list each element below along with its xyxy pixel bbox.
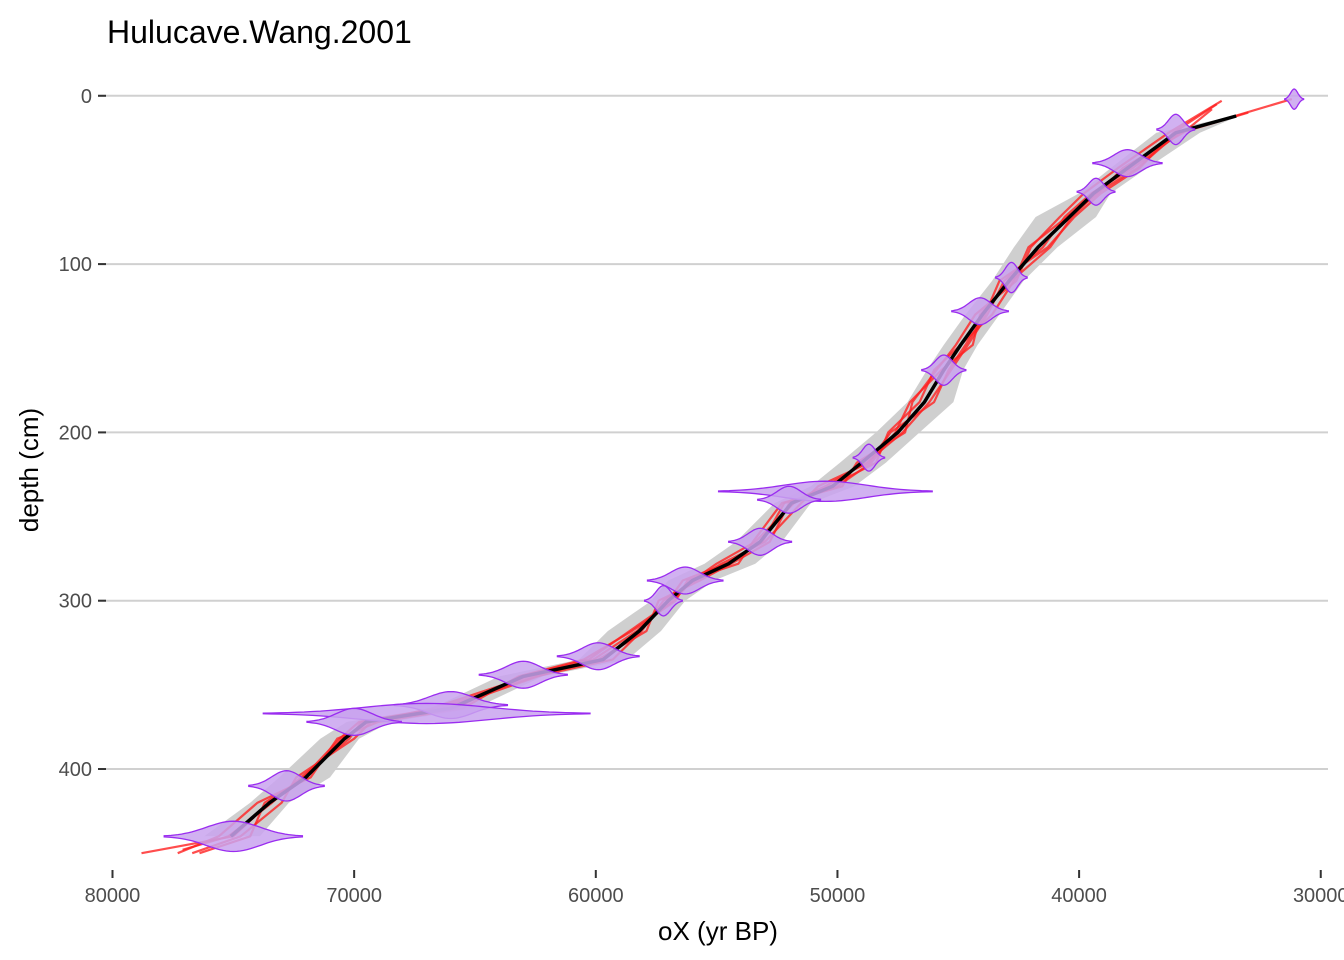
y-axis-title: depth (cm) [14, 408, 44, 532]
x-tick-label: 30000 [1293, 885, 1344, 907]
y-tick-label: 200 [59, 422, 92, 444]
y-tick-label: 400 [59, 759, 92, 781]
x-axis-title: oX (yr BP) [658, 916, 778, 946]
x-tick-label: 80000 [85, 885, 141, 907]
x-tick-label: 60000 [568, 885, 624, 907]
age-distribution [556, 642, 640, 671]
x-tick-label: 70000 [326, 885, 382, 907]
age-distribution [717, 480, 933, 503]
age-distribution [478, 660, 568, 689]
age-distribution [728, 527, 793, 556]
x-tick-label: 40000 [1051, 885, 1107, 907]
age-distribution [1284, 88, 1305, 110]
x-tick-label: 50000 [810, 885, 866, 907]
y-axis-ticks: 0 100 200 300 400 [59, 86, 106, 781]
age-distributions [163, 88, 1305, 853]
x-axis-ticks: 80000 70000 60000 50000 40000 30000 [85, 870, 1344, 907]
ensemble-lines [141, 98, 1293, 855]
age-distribution [306, 707, 402, 737]
uncertainty-band [204, 116, 1239, 837]
age-distribution [757, 485, 822, 514]
y-tick-label: 100 [59, 254, 92, 276]
age-distribution [1092, 148, 1163, 178]
ensemble-line [191, 111, 1249, 855]
age-distribution [1156, 113, 1196, 146]
age-distribution [951, 297, 1009, 326]
chart-title: Hulucave.Wang.2001 [107, 14, 412, 50]
age-distribution [921, 354, 967, 386]
age-distribution [643, 584, 683, 617]
age-distribution [852, 443, 886, 472]
age-distribution [248, 770, 325, 802]
age-distribution [163, 820, 304, 853]
age-distribution [262, 702, 591, 725]
y-tick-label: 300 [59, 591, 92, 613]
age-distribution [1076, 177, 1116, 206]
uncertainty-band-area [204, 116, 1239, 837]
age-distribution [646, 566, 724, 595]
gridlines [98, 94, 1328, 771]
age-distribution [995, 261, 1028, 294]
y-tick-label: 0 [81, 86, 92, 108]
